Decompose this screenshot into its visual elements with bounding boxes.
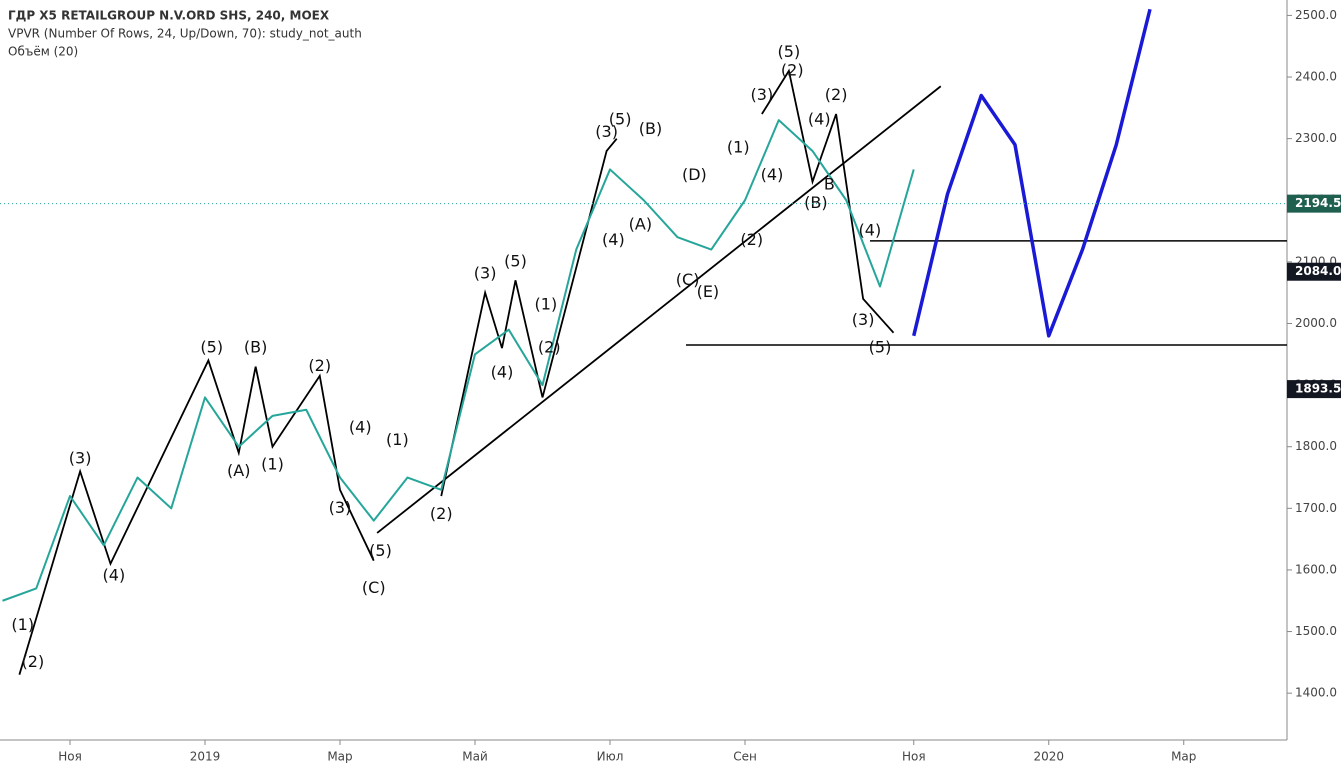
x-tick-label: Мар	[327, 750, 352, 764]
trendline	[376, 85, 942, 534]
wave-label: B	[824, 174, 835, 193]
wave-label: (2)	[740, 230, 763, 249]
x-tick-label: Июл	[597, 750, 624, 764]
wave-label: (5)	[609, 110, 632, 129]
price-marker-label: 2084.0	[1295, 264, 1341, 278]
x-tick-label: Сен	[733, 750, 757, 764]
wave-label: (1)	[386, 430, 409, 449]
wave-label: (2)	[825, 85, 848, 104]
wave-label: (2)	[781, 60, 804, 79]
y-tick-label: 1600.0	[1295, 562, 1337, 576]
wave-label: (C)	[362, 578, 386, 597]
wave-label: (D)	[682, 165, 707, 184]
trendline	[761, 68, 895, 334]
wave-label: (E)	[697, 282, 720, 301]
wave-label: (4)	[859, 221, 882, 240]
wave-label: (4)	[349, 418, 372, 437]
x-tick-label: 2019	[190, 750, 221, 764]
wave-label: (B)	[804, 193, 827, 212]
chart-title: ГДР X5 RETAILGROUP N.V.ORD SHS, 240, MOE…	[8, 9, 330, 23]
wave-label: (4)	[602, 230, 625, 249]
x-tick-label: Ноя	[902, 750, 926, 764]
y-tick-label: 2000.0	[1295, 316, 1337, 330]
series-line	[2, 119, 915, 602]
wave-label: (1)	[261, 455, 284, 474]
wave-label: (5)	[504, 251, 527, 270]
wave-label: (3)	[595, 122, 618, 141]
series-line	[912, 8, 1152, 338]
wave-label: (3)	[69, 449, 92, 468]
wave-label: (5)	[869, 338, 892, 357]
wave-label: (A)	[629, 214, 652, 233]
wave-label: (5)	[369, 541, 392, 560]
x-tick-label: Ноя	[58, 750, 82, 764]
wave-label: (1)	[727, 137, 750, 156]
wave-label: (2)	[22, 652, 45, 671]
wave-label: (3)	[329, 498, 352, 517]
wave-label: (4)	[761, 165, 784, 184]
wave-label: (5)	[778, 42, 801, 61]
wave-label: (B)	[639, 119, 662, 138]
wave-label: (1)	[11, 615, 34, 634]
wave-label: (B)	[244, 338, 267, 357]
x-tick-label: Май	[462, 750, 488, 764]
price-marker-label: 2194.5	[1295, 196, 1341, 210]
wave-label: (A)	[227, 461, 250, 480]
wave-label: (2)	[538, 338, 561, 357]
wave-label: (C)	[676, 270, 700, 289]
wave-label: (2)	[308, 356, 331, 375]
x-tick-label: 2020	[1033, 750, 1064, 764]
trendline	[18, 358, 375, 675]
wave-label: (5)	[200, 338, 223, 357]
y-tick-label: 2400.0	[1295, 70, 1337, 84]
trendline	[440, 138, 618, 497]
y-tick-label: 2300.0	[1295, 131, 1337, 145]
price-marker	[1287, 380, 1341, 399]
y-tick-label: 1500.0	[1295, 624, 1337, 638]
price-marker-label: 1893.5	[1295, 382, 1341, 396]
price-marker	[1287, 262, 1341, 281]
wave-label: (1)	[535, 294, 558, 313]
wave-label: (3)	[474, 264, 497, 283]
x-tick-label: Мар	[1171, 750, 1196, 764]
price-marker	[1287, 194, 1341, 213]
y-tick-label: 1800.0	[1295, 439, 1337, 453]
y-tick-label: 2500.0	[1295, 8, 1337, 22]
y-tick-label: 1700.0	[1295, 501, 1337, 515]
wave-label: (4)	[491, 362, 514, 381]
wave-label: (3)	[751, 85, 774, 104]
wave-label: (4)	[808, 110, 831, 129]
wave-label: (4)	[103, 566, 126, 585]
subtitle: Объём (20)	[8, 45, 78, 59]
wave-label: (3)	[852, 310, 875, 329]
y-tick-label: 1400.0	[1295, 686, 1337, 700]
wave-label: (2)	[430, 504, 453, 523]
subtitle: VPVR (Number Of Rows, 24, Up/Down, 70): …	[8, 27, 362, 41]
